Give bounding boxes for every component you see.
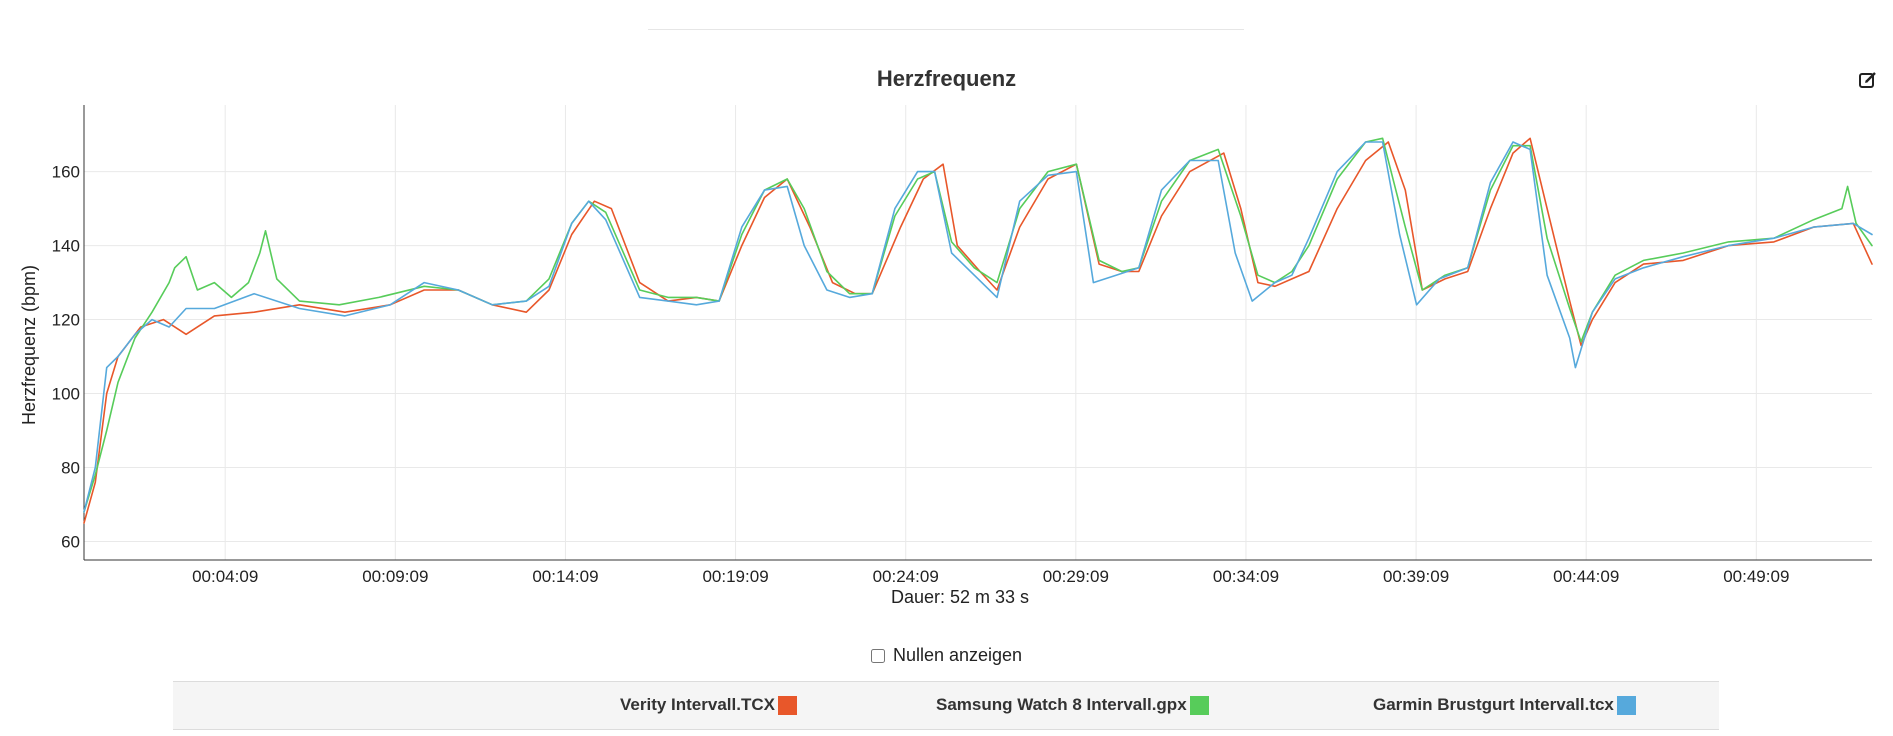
x-tick-label: 00:44:09 (1553, 567, 1619, 586)
series-line (83, 137, 1873, 524)
show-zeros-control[interactable]: Nullen anzeigen (0, 645, 1893, 666)
x-tick-label: 00:14:09 (532, 567, 598, 586)
legend-swatch (1616, 695, 1636, 715)
x-tick-label: 00:49:09 (1723, 567, 1789, 586)
show-zeros-label: Nullen anzeigen (892, 645, 1023, 665)
y-axis-label: Herzfrequenz (bpm) (19, 265, 39, 425)
edit-button[interactable] (1856, 70, 1880, 94)
show-zeros-checkbox[interactable] (870, 648, 885, 663)
x-axis-label: Dauer: 52 m 33 s (891, 587, 1029, 607)
x-tick-label: 00:24:09 (873, 567, 939, 586)
y-tick-label: 120 (52, 311, 80, 330)
y-tick-label: 60 (61, 533, 80, 552)
x-tick-label: 00:04:09 (192, 567, 258, 586)
legend-swatch (1189, 695, 1209, 715)
chart-title: Herzfrequenz (876, 66, 1017, 91)
legend-item-garmin[interactable]: Garmin Brustgurt Intervall.tcx (1373, 695, 1636, 715)
grid (84, 105, 1872, 560)
x-tick-label: 00:34:09 (1213, 567, 1279, 586)
y-tick-label: 80 (61, 459, 80, 478)
legend-label: Samsung Watch 8 Intervall.gpx (936, 695, 1187, 714)
y-tick-label: 140 (52, 237, 80, 256)
y-tick-labels: 60 80 100 120 140 160 (52, 163, 80, 552)
x-tick-label: 00:09:09 (362, 567, 428, 586)
x-tick-labels: 00:04:09 00:09:09 00:14:09 00:19:09 00:24:09… (192, 567, 1789, 586)
series-line (83, 137, 1873, 513)
x-tick-label: 00:39:09 (1383, 567, 1449, 586)
legend-item-verity[interactable]: Verity Intervall.TCX (620, 695, 797, 715)
axes (83, 105, 1872, 561)
heart-rate-chart: 60 80 100 120 140 160 00:04:09 00:09:09 00:14:0… (19, 105, 1873, 607)
legend: Verity Intervall.TCX Samsung Watch 8 Int… (173, 681, 1719, 730)
y-tick-label: 160 (52, 163, 80, 182)
legend-swatch (777, 695, 797, 715)
x-tick-label: 00:29:09 (1043, 567, 1109, 586)
top-divider (648, 29, 1244, 30)
legend-item-samsung[interactable]: Samsung Watch 8 Intervall.gpx (936, 695, 1209, 715)
series-line (83, 141, 1873, 513)
legend-label: Garmin Brustgurt Intervall.tcx (1373, 695, 1614, 714)
edit-icon (1858, 70, 1878, 95)
x-tick-label: 00:19:09 (702, 567, 768, 586)
legend-label: Verity Intervall.TCX (620, 695, 775, 714)
y-tick-label: 100 (52, 385, 80, 404)
series (83, 137, 1873, 524)
